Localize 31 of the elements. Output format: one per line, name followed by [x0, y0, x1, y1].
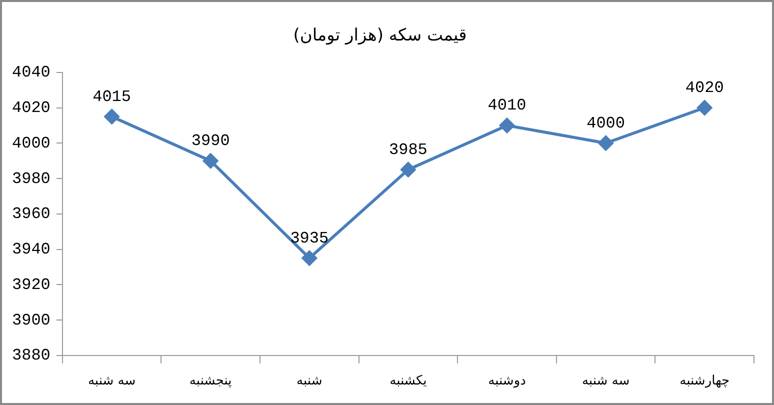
chart-title: قیمت سکه (هزار تومان) [293, 26, 467, 46]
y-tick-label: 3880 [12, 346, 50, 365]
x-tick-label: سه شنبه [582, 374, 630, 389]
point [302, 250, 317, 266]
x-tick-label: شنبه [296, 374, 322, 389]
point [400, 162, 416, 178]
point [203, 153, 218, 168]
x-tick-label: دوشنبه [488, 374, 526, 389]
x-tick-label: سه شنبه [88, 374, 136, 389]
data-label: 4015 [92, 88, 132, 106]
y-tick-label: 3900 [12, 311, 50, 330]
data-label: 3990 [191, 132, 230, 150]
x-tick-label: پنجشنبه [189, 374, 232, 389]
data-label: 4000 [586, 114, 626, 132]
data-label: 3985 [389, 140, 428, 159]
point [697, 100, 712, 116]
y-tick-label: 3980 [12, 170, 50, 188]
data-label: 3935 [290, 229, 329, 248]
y-tick-label: 3960 [12, 205, 50, 224]
y-tick-label: 4040 [12, 64, 50, 82]
data-label: 4020 [685, 79, 724, 98]
x-tick-label: یکشنبه [390, 374, 428, 389]
data-label: 4010 [488, 96, 526, 115]
point [104, 109, 120, 124]
y-tick-label: 3940 [12, 240, 50, 259]
point [500, 118, 514, 133]
x-tick-label: چهارشنبه [680, 374, 730, 389]
y-tick-label: 4000 [12, 134, 50, 152]
point [598, 136, 614, 151]
y-tick-label: 3920 [12, 276, 50, 294]
y-tick-label: 4020 [12, 99, 50, 118]
